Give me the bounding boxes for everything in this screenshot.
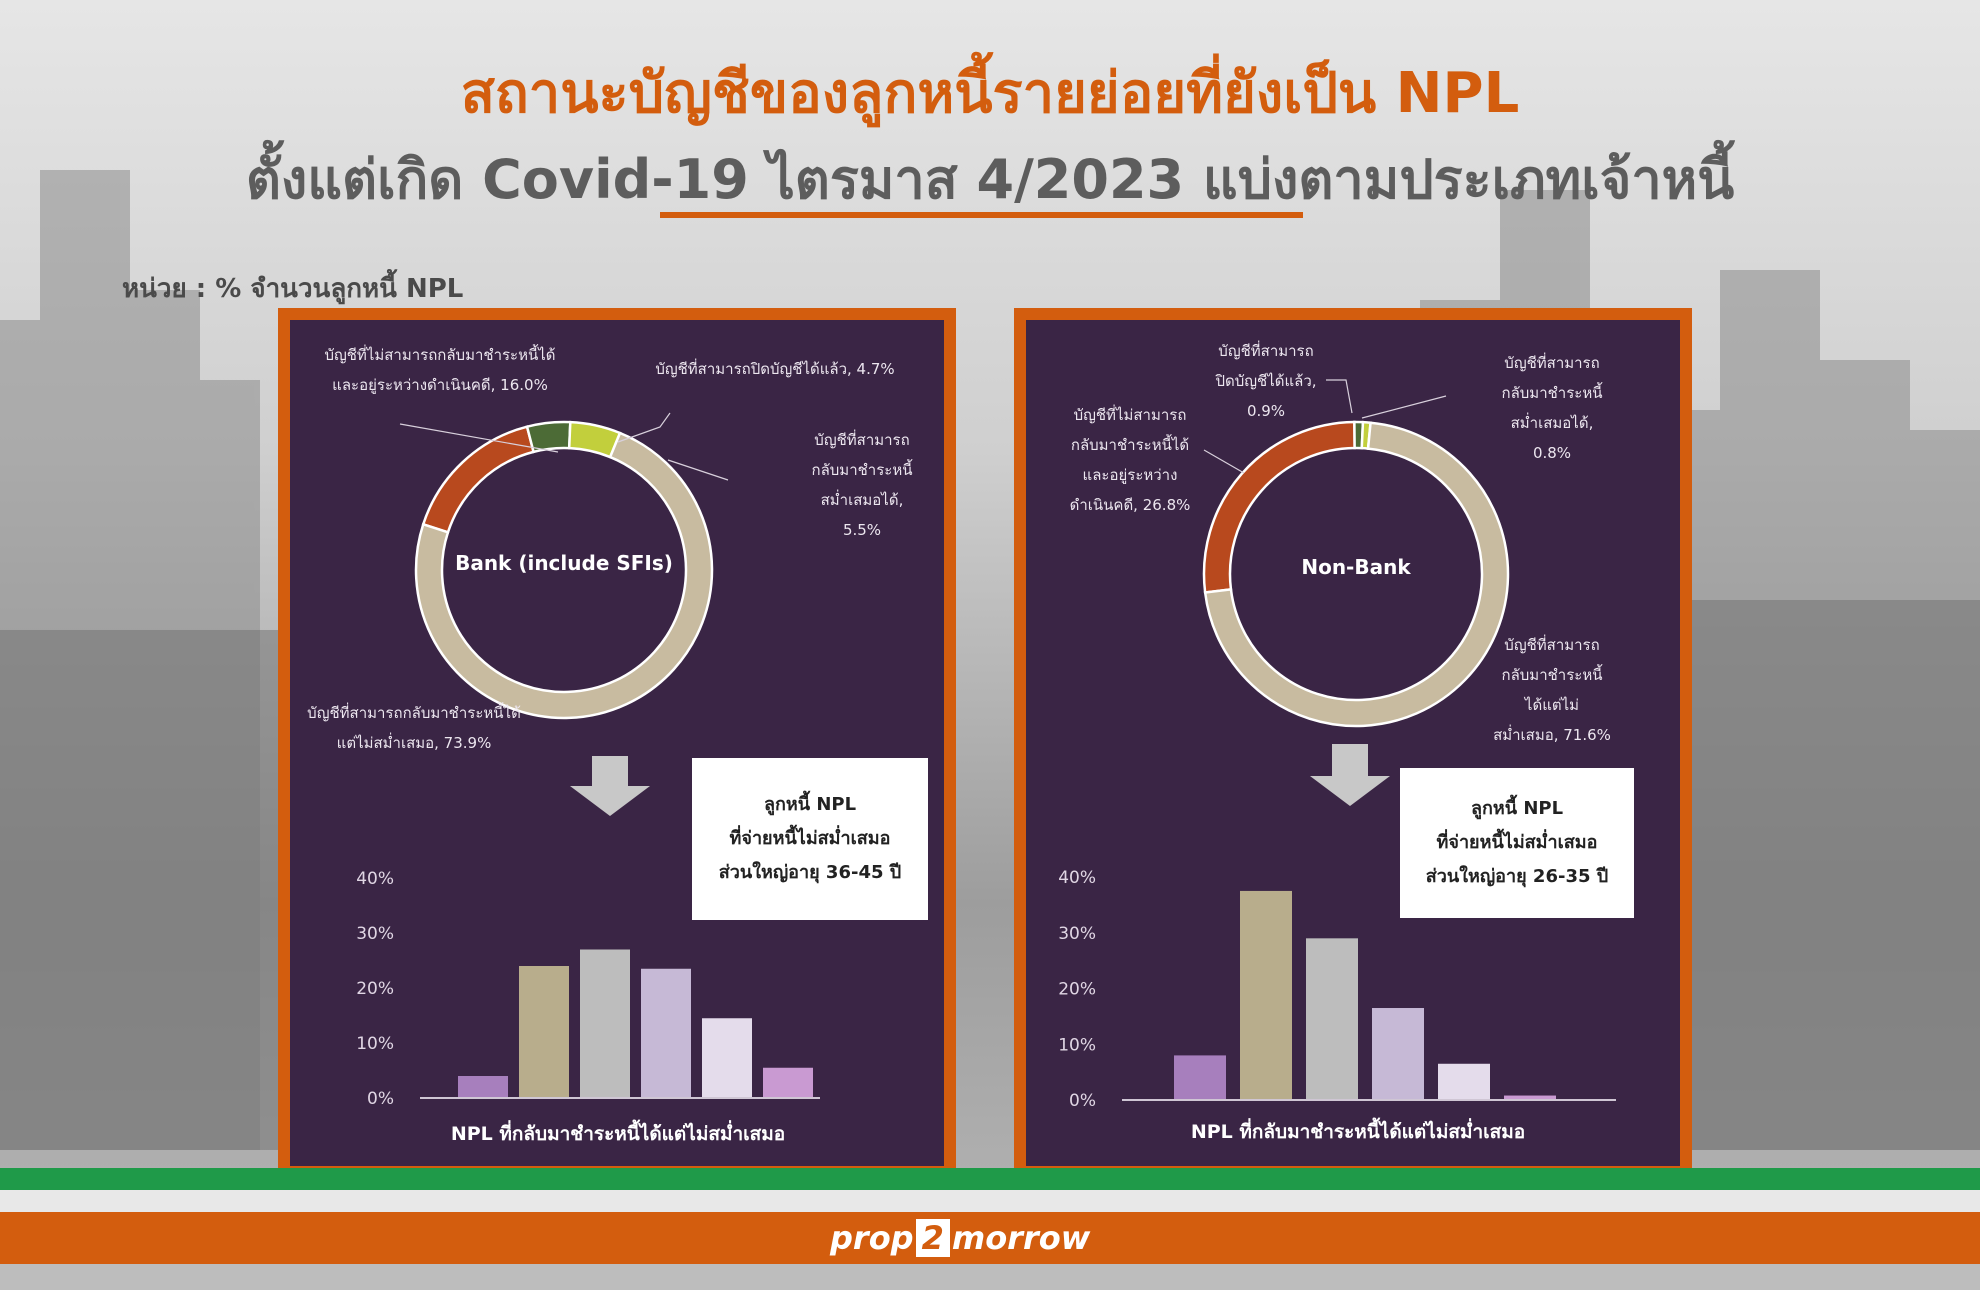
nonbank-label-irregular-line1: บัญชีที่สามารถ [1504, 634, 1599, 654]
logo-text-prop: prop [830, 1219, 914, 1257]
nonbank-x-axis-label: NPL ที่กลับมาชำระหนี้ได้แต่ไม่สม่ำเสมอ [1191, 1117, 1525, 1143]
logo-text-2: 2 [915, 1219, 950, 1257]
bank-chart-svg: บัญชีที่ไม่สามารถกลับมาชำระหนี้ได้ และอย… [307, 344, 913, 1145]
nonbank-label-lawsuit-line1: บัญชีที่ไม่สามารถ [1074, 404, 1187, 424]
nonbank-label-lawsuit-line2: กลับมาชำระหนี้ได้ [1071, 434, 1189, 454]
bank-label-regular-line4: 5.5% [843, 521, 881, 539]
nonbank-leader-lines [1203, 379, 1447, 474]
nonbank-label-closed-line2: ปิดบัญชีได้แล้ว, [1215, 372, 1317, 390]
nonbank-label-regular-line1: บัญชีที่สามารถ [1504, 352, 1599, 372]
bank-bar-3 [580, 949, 630, 1098]
nonbank-donut-slice-irregular [1203, 421, 1510, 728]
nonbank-label-regular-line2: กลับมาชำระหนี้ [1502, 382, 1603, 402]
footer-light-stripe [0, 1190, 1980, 1212]
bank-label-irregular: บัญชีที่สามารถกลับมาชำระหนี้ได้ แต่ไม่สม… [307, 702, 521, 752]
nonbank-label-regular-line3: สม่ำเสมอได้, [1511, 412, 1594, 432]
prop2morrow-logo[interactable]: prop 2 morrow [830, 1219, 1091, 1257]
nonbank-label-regular: บัญชีที่สามารถ กลับมาชำระหนี้ สม่ำเสมอได… [1502, 352, 1603, 462]
bank-label-regular-line3: สม่ำเสมอได้, [821, 489, 904, 509]
nonbank-label-irregular-line4: สม่ำเสมอ, 71.6% [1493, 724, 1611, 744]
bank-bar-1 [458, 1076, 508, 1098]
nonbank-bar-3 [1306, 938, 1358, 1100]
bank-donut-slice-lawsuit [421, 425, 536, 534]
bank-label-lawsuit-line1: บัญชีที่ไม่สามารถกลับมาชำระหนี้ได้ [324, 344, 555, 364]
title-underline [660, 212, 1303, 218]
bank-label-regular-line2: กลับมาชำระหนี้ [812, 459, 913, 479]
nonbank-label-closed-line3: 0.9% [1247, 402, 1285, 420]
bank-bar-5 [702, 1018, 752, 1098]
nonbank-y-tick-label: 10% [1058, 1035, 1096, 1055]
nonbank-y-tick-label: 30% [1058, 924, 1096, 944]
bank-label-closed: บัญชีที่สามารถปิดบัญชีได้แล้ว, 4.7% [655, 358, 894, 378]
nonbank-label-lawsuit: บัญชีที่ไม่สามารถ กลับมาชำระหนี้ได้ และอ… [1070, 404, 1191, 514]
nonbank-donut [1202, 420, 1510, 728]
logo-text-morrow: morrow [951, 1219, 1091, 1257]
nonbank-bar-5 [1438, 1063, 1490, 1100]
bank-label-closed-line1: บัญชีที่สามารถปิดบัญชีได้แล้ว, 4.7% [655, 358, 894, 378]
bank-note-line1: ลูกหนี้ NPL [763, 794, 857, 815]
bank-label-irregular-line1: บัญชีที่สามารถกลับมาชำระหนี้ได้ [307, 702, 521, 722]
bank-label-irregular-line2: แต่ไม่สม่ำเสมอ, 73.9% [337, 732, 492, 752]
unit-label: หน่วย : % จำนวนลูกหนี้ NPL [122, 274, 464, 304]
bank-y-tick-label: 20% [356, 979, 394, 999]
bank-y-tick-label: 0% [367, 1089, 394, 1109]
bank-y-tick-label: 40% [356, 869, 394, 889]
bank-label-lawsuit: บัญชีที่ไม่สามารถกลับมาชำระหนี้ได้ และอย… [324, 344, 555, 394]
bank-donut [414, 420, 714, 720]
nonbank-y-tick-label: 40% [1058, 868, 1096, 888]
bank-bar-4 [641, 968, 691, 1098]
footer-green-stripe [0, 1168, 1980, 1190]
bank-panel: บัญชีที่ไม่สามารถกลับมาชำระหนี้ได้ และอย… [278, 308, 956, 1178]
bank-note-line3: ส่วนใหญ่อายุ 36-45 ปี [718, 862, 902, 883]
nonbank-y-tick-label: 0% [1069, 1091, 1096, 1111]
bank-bar-chart: 40% 30% 20% 10% 0% [356, 869, 820, 1109]
nonbank-bar-4 [1372, 1008, 1424, 1100]
nonbank-label-irregular: บัญชีที่สามารถ กลับมาชำระหนี้ ได้แต่ไม่ … [1493, 634, 1611, 744]
bank-bar-2 [519, 966, 569, 1098]
bank-bar-6 [763, 1067, 813, 1098]
bank-y-tick-label: 30% [356, 924, 394, 944]
nonbank-note-line3: ส่วนใหญ่อายุ 26-35 ปี [1425, 866, 1609, 887]
bank-x-axis-label: NPL ที่กลับมาชำระหนี้ได้แต่ไม่สม่ำเสมอ [451, 1119, 785, 1145]
nonbank-note-box: ลูกหนี้ NPL ที่จ่ายหนี้ไม่สม่ำเสมอ ส่วนใ… [1400, 768, 1634, 918]
down-arrow-icon [570, 756, 650, 816]
bank-leader-lines [399, 412, 729, 481]
nonbank-panel: บัญชีที่ไม่สามารถ กลับมาชำระหนี้ได้ และอ… [1014, 308, 1692, 1178]
bank-label-regular: บัญชีที่สามารถ กลับมาชำระหนี้ สม่ำเสมอได… [812, 429, 913, 539]
nonbank-bar-chart: 40% 30% 20% 10% 0% [1058, 868, 1616, 1111]
bank-donut-center-label: Bank (include SFIs) [455, 551, 673, 575]
nonbank-label-irregular-line2: กลับมาชำระหนี้ [1502, 664, 1603, 684]
nonbank-chart-svg: บัญชีที่ไม่สามารถ กลับมาชำระหนี้ได้ และอ… [1058, 340, 1616, 1143]
nonbank-label-irregular-line3: ได้แต่ไม่ [1524, 696, 1579, 714]
bank-donut-slice-irregular [414, 431, 714, 720]
nonbank-note-line1: ลูกหนี้ NPL [1470, 798, 1564, 819]
down-arrow-icon [1310, 744, 1390, 806]
bank-label-regular-line1: บัญชีที่สามารถ [814, 429, 909, 449]
bank-note-box: ลูกหนี้ NPL ที่จ่ายหนี้ไม่สม่ำเสมอ ส่วนใ… [692, 758, 928, 920]
nonbank-label-lawsuit-line3: และอยู่ระหว่าง [1083, 466, 1178, 484]
nonbank-note-line2: ที่จ่ายหนี้ไม่สม่ำเสมอ [1436, 832, 1598, 853]
chart-title-line1: สถานะบัญชีของลูกหนี้รายย่อยที่ยังเป็น NP… [460, 61, 1520, 126]
nonbank-label-closed-line1: บัญชีที่สามารถ [1218, 340, 1313, 360]
nonbank-label-regular-line4: 0.8% [1533, 444, 1571, 462]
nonbank-bar-2 [1240, 890, 1292, 1100]
bank-label-lawsuit-line2: และอยู่ระหว่างดำเนินคดี, 16.0% [332, 376, 548, 394]
nonbank-bar-1 [1174, 1055, 1226, 1100]
bank-note-line2: ที่จ่ายหนี้ไม่สม่ำเสมอ [729, 828, 891, 849]
nonbank-label-lawsuit-line4: ดำเนินคดี, 26.8% [1070, 496, 1191, 514]
nonbank-y-tick-label: 20% [1058, 980, 1096, 1000]
footer-bottom-band [0, 1264, 1980, 1290]
nonbank-label-closed: บัญชีที่สามารถ ปิดบัญชีได้แล้ว, 0.9% [1215, 340, 1317, 420]
footer-orange-band [0, 1212, 1980, 1264]
chart-title-line2: ตั้งแต่เกิด Covid-19 ไตรมาส 4/2023 แบ่งต… [245, 148, 1735, 211]
nonbank-bar-6 [1504, 1095, 1556, 1100]
bank-y-tick-label: 10% [356, 1034, 394, 1054]
nonbank-donut-center-label: Non-Bank [1301, 555, 1411, 579]
